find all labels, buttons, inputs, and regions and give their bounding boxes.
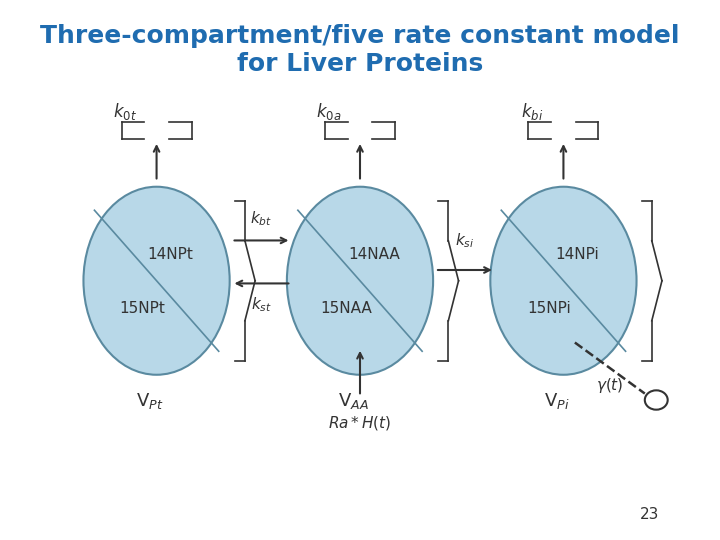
Text: $\gamma(t)$: $\gamma(t)$ bbox=[596, 376, 624, 395]
Text: $k_{0a}$: $k_{0a}$ bbox=[315, 101, 341, 122]
Ellipse shape bbox=[490, 187, 636, 375]
Text: $k_{0t}$: $k_{0t}$ bbox=[113, 101, 137, 122]
Text: $Ra*H(t)$: $Ra*H(t)$ bbox=[328, 414, 392, 432]
Text: $k_{bt}$: $k_{bt}$ bbox=[251, 210, 272, 228]
Text: Three-compartment/five rate constant model
for Liver Proteins: Three-compartment/five rate constant mod… bbox=[40, 24, 680, 76]
Text: 15NAA: 15NAA bbox=[320, 301, 372, 316]
Text: $k_{st}$: $k_{st}$ bbox=[251, 295, 272, 314]
Text: V$_{Pi}$: V$_{Pi}$ bbox=[544, 390, 570, 410]
Text: 15NPi: 15NPi bbox=[528, 301, 572, 316]
Ellipse shape bbox=[84, 187, 230, 375]
Text: 23: 23 bbox=[639, 508, 659, 523]
Text: $k_{bi}$: $k_{bi}$ bbox=[521, 101, 543, 122]
Text: 14NPi: 14NPi bbox=[556, 247, 599, 262]
Text: 14NAA: 14NAA bbox=[348, 247, 400, 262]
Text: 14NPt: 14NPt bbox=[148, 247, 194, 262]
Text: $k_{si}$: $k_{si}$ bbox=[455, 231, 474, 250]
Text: V$_{AA}$: V$_{AA}$ bbox=[338, 390, 369, 410]
Ellipse shape bbox=[287, 187, 433, 375]
Text: V$_{Pt}$: V$_{Pt}$ bbox=[137, 390, 164, 410]
Text: 15NPt: 15NPt bbox=[120, 301, 166, 316]
